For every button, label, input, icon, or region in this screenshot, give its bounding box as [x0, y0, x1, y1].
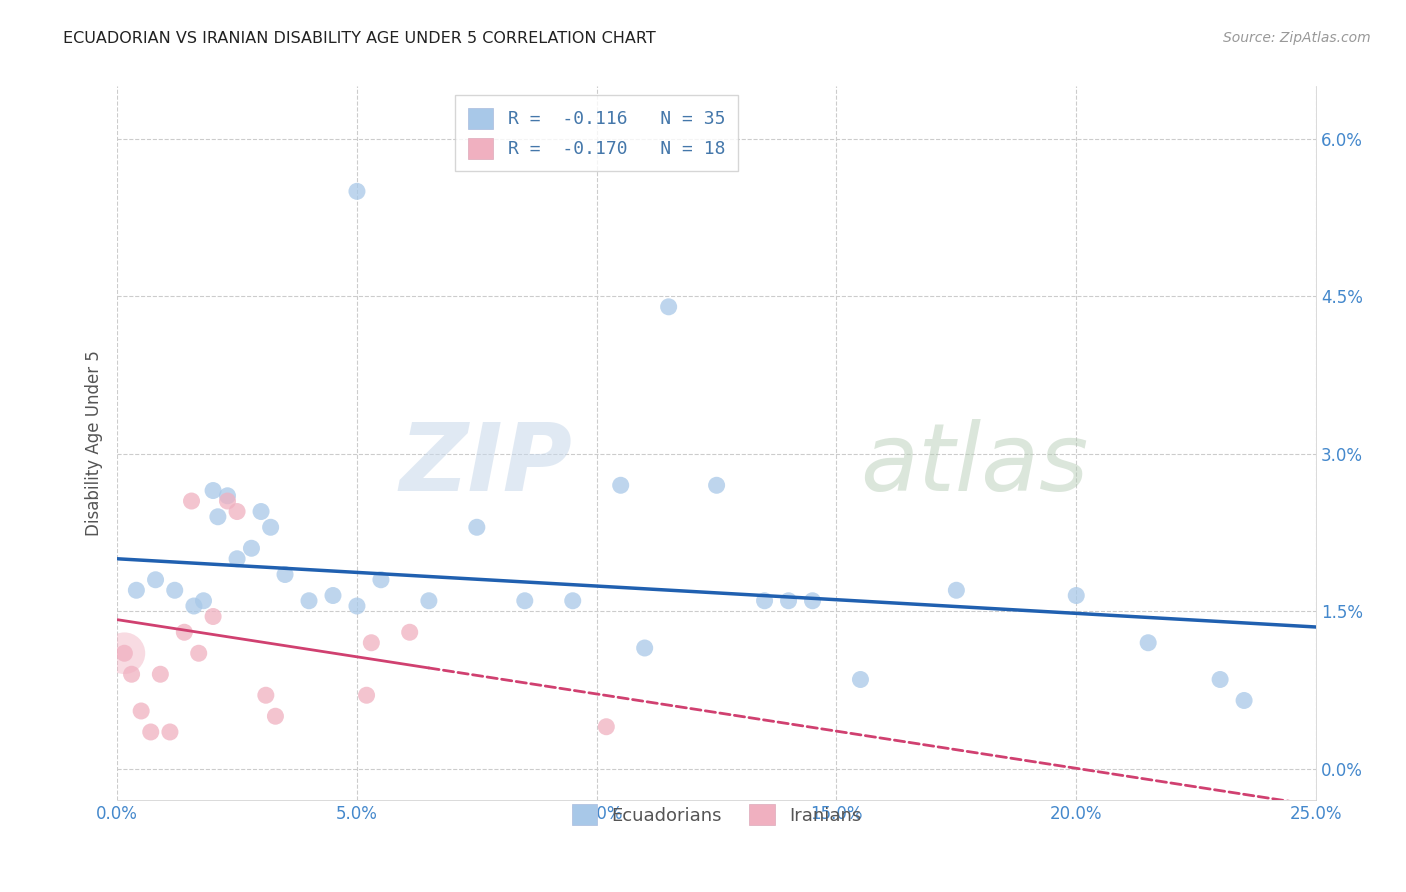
Point — [1209, 673, 1232, 687]
Point — [149, 667, 172, 681]
Point — [207, 509, 229, 524]
Point — [706, 478, 728, 492]
Point — [778, 593, 800, 607]
Text: ZIP: ZIP — [399, 418, 572, 511]
Point — [1137, 636, 1160, 650]
Point — [163, 583, 186, 598]
Point — [202, 483, 225, 498]
Point — [418, 593, 440, 607]
Point — [254, 688, 277, 702]
Point — [259, 520, 281, 534]
Point — [250, 504, 273, 518]
Point — [346, 185, 368, 199]
Point — [180, 494, 202, 508]
Point — [240, 541, 263, 556]
Point — [112, 646, 135, 660]
Point — [173, 625, 195, 640]
Point — [465, 520, 488, 534]
Y-axis label: Disability Age Under 5: Disability Age Under 5 — [86, 351, 103, 536]
Point — [754, 593, 776, 607]
Point — [298, 593, 321, 607]
Point — [264, 709, 287, 723]
Text: atlas: atlas — [860, 419, 1088, 510]
Point — [121, 667, 143, 681]
Point — [370, 573, 392, 587]
Point — [849, 673, 872, 687]
Point — [398, 625, 420, 640]
Point — [658, 300, 681, 314]
Point — [346, 599, 368, 613]
Point — [159, 725, 181, 739]
Point — [356, 688, 378, 702]
Point — [202, 609, 225, 624]
Point — [595, 720, 617, 734]
Point — [226, 504, 249, 518]
Point — [183, 599, 205, 613]
Point — [1233, 693, 1256, 707]
Point — [112, 646, 135, 660]
Point — [322, 589, 344, 603]
Point — [609, 478, 631, 492]
Point — [360, 636, 382, 650]
Point — [187, 646, 209, 660]
Point — [1064, 589, 1087, 603]
Point — [561, 593, 583, 607]
Point — [139, 725, 162, 739]
Point — [145, 573, 167, 587]
Point — [274, 567, 297, 582]
Point — [226, 551, 249, 566]
Text: Source: ZipAtlas.com: Source: ZipAtlas.com — [1223, 31, 1371, 45]
Point — [129, 704, 152, 718]
Point — [217, 494, 239, 508]
Legend: Ecuadorians, Iranians: Ecuadorians, Iranians — [562, 795, 870, 834]
Point — [945, 583, 967, 598]
Point — [217, 489, 239, 503]
Point — [513, 593, 536, 607]
Point — [634, 640, 657, 655]
Point — [193, 593, 215, 607]
Point — [801, 593, 824, 607]
Point — [125, 583, 148, 598]
Text: ECUADORIAN VS IRANIAN DISABILITY AGE UNDER 5 CORRELATION CHART: ECUADORIAN VS IRANIAN DISABILITY AGE UND… — [63, 31, 657, 46]
